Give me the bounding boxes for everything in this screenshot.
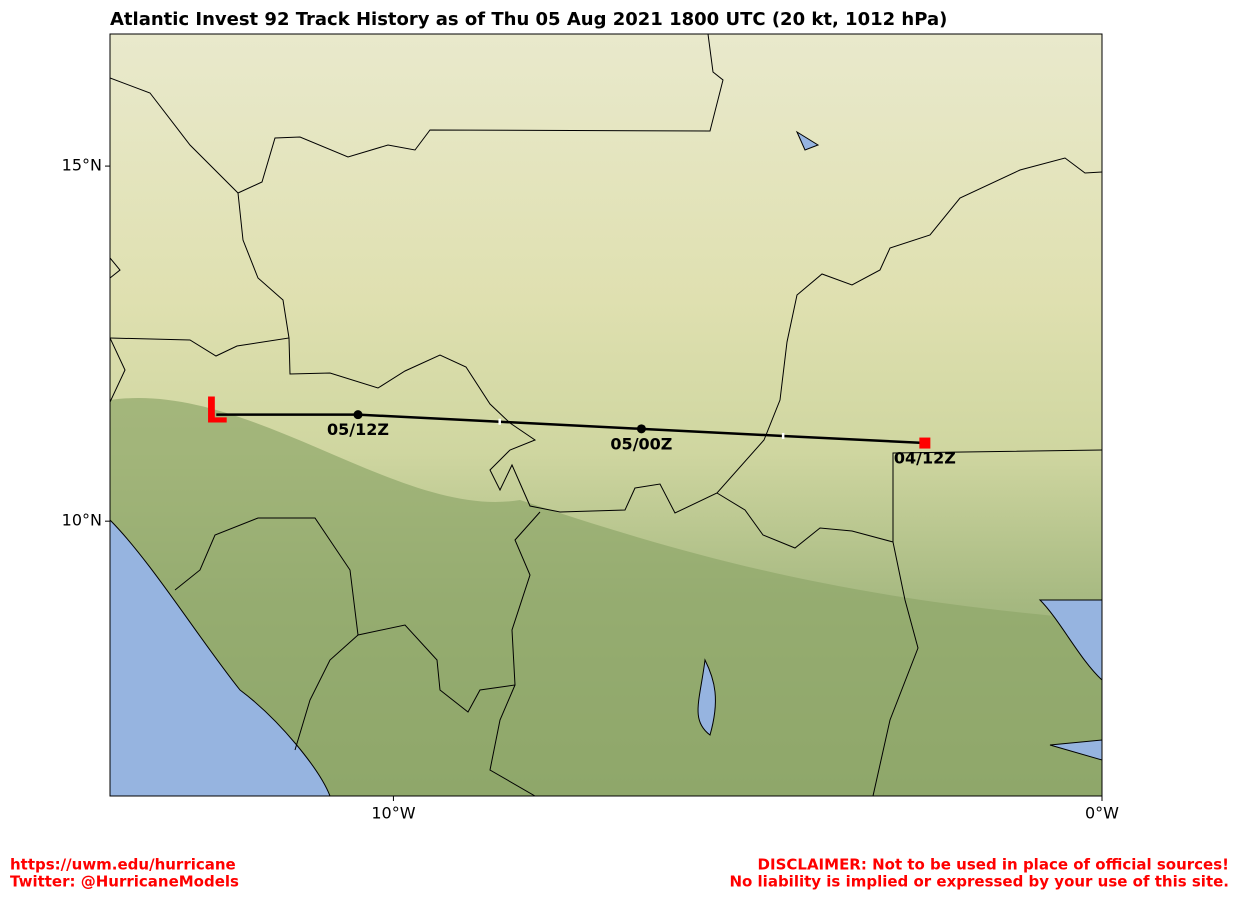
footer-left: Twitter: @HurricaneModels [10, 873, 239, 891]
track-label: 04/12Z [894, 449, 956, 468]
y-tick-label: 15°N [62, 156, 102, 175]
track-label: 05/00Z [610, 434, 672, 453]
track-point [353, 410, 363, 420]
footer-right: DISCLAIMER: Not to be used in place of o… [758, 856, 1229, 874]
track-point [636, 424, 646, 434]
track-line [216, 413, 925, 445]
current-marker: L [205, 391, 228, 432]
footer-left: https://uwm.edu/hurricane [10, 856, 236, 874]
map-frame [109, 33, 1103, 797]
x-tick-label: 0°W [1085, 804, 1119, 823]
start-marker [919, 437, 931, 449]
footer-right: No liability is implied or expressed by … [729, 873, 1229, 891]
y-tick-label: 10°N [62, 511, 102, 530]
chart-title: Atlantic Invest 92 Track History as of T… [110, 9, 947, 30]
x-tick-label: 10°W [371, 804, 415, 823]
map-background [110, 34, 1102, 796]
track-label: 05/12Z [327, 420, 389, 439]
